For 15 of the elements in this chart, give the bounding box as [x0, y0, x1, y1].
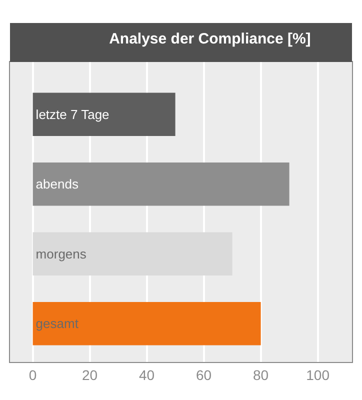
x-tick-label: 20 — [82, 366, 98, 383]
y-tick-label: letzte 7 Tage — [36, 106, 110, 122]
bar — [32, 162, 290, 206]
bar — [32, 232, 232, 276]
chart-title: Analyse der Compliance [%] — [109, 30, 311, 48]
x-tick-label: 0 — [28, 366, 37, 383]
bar — [32, 92, 176, 136]
x-tick-label: 100 — [306, 366, 330, 383]
x-tick-label: 40 — [139, 366, 155, 383]
x-tick-label: 60 — [196, 366, 212, 383]
y-tick-label: gesamt — [36, 316, 79, 332]
bar — [32, 302, 261, 346]
y-tick-label: abends — [36, 176, 79, 192]
y-tick-label: morgens — [36, 246, 87, 262]
x-tick-label: 80 — [253, 366, 269, 383]
